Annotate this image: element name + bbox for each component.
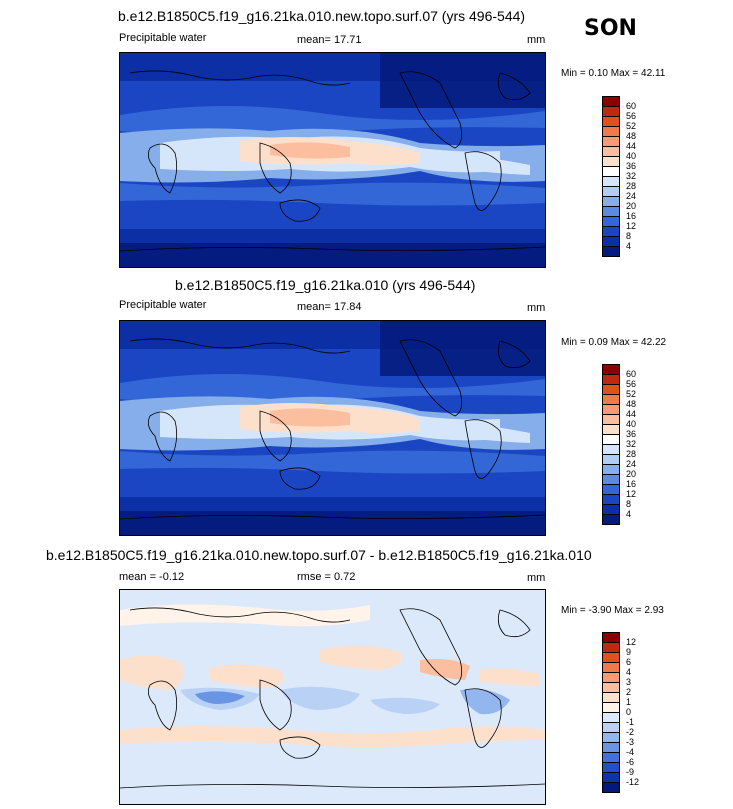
panel2-colorbar-label: 52 xyxy=(626,389,637,399)
panel3-colorbar-label: 1 xyxy=(626,697,632,707)
panel3-colorbar-label: -12 xyxy=(626,777,640,787)
panel3-colorbar-label: -4 xyxy=(626,747,635,757)
panel3-colorbar-label: 2 xyxy=(626,687,632,697)
panel3-colorbar-swatch xyxy=(602,782,620,793)
panel1-colorbar-label: 36 xyxy=(626,161,637,171)
panel1-colorbar-swatch xyxy=(602,246,620,257)
panel1-colorbar-label: 20 xyxy=(626,201,637,211)
panel3-colorbar-label: 0 xyxy=(626,707,632,717)
panel2-colorbar-label: 16 xyxy=(626,479,637,489)
panel2-units: mm xyxy=(527,302,546,314)
panel1-colorbar-label: 16 xyxy=(626,211,637,221)
panel3-colorbar-label: -9 xyxy=(626,767,635,777)
panel3-colorbar-label: 4 xyxy=(626,667,632,677)
panel3-map xyxy=(119,589,546,805)
panel1-colorbar-label: 12 xyxy=(626,221,637,231)
panel2-map xyxy=(119,320,546,536)
panel3-colorbar-label: 9 xyxy=(626,647,632,657)
panel1-minmax: Min = 0.10 Max = 42.11 xyxy=(561,68,666,79)
panel1-colorbar: 60 56 52 48 44 40 36 32 28 24 20 16 12 8 4 xyxy=(602,96,662,266)
panel2-colorbar-label: 20 xyxy=(626,469,637,479)
panel1-colorbar-label: 44 xyxy=(626,141,637,151)
panel1-colorbar-label: 4 xyxy=(626,241,632,251)
panel2-colorbar-label: 28 xyxy=(626,449,637,459)
panel2-colorbar-swatch xyxy=(602,514,620,525)
panel2-colorbar-label: 24 xyxy=(626,459,637,469)
panel1-colorbar-label: 48 xyxy=(626,131,637,141)
panel2-minmax: Min = 0.09 Max = 42.22 xyxy=(561,337,667,348)
panel1-colorbar-label: 60 xyxy=(626,101,637,111)
panel3-rmse: rmse = 0.72 xyxy=(297,571,356,583)
panel2-colorbar: 60 56 52 48 44 40 36 32 28 24 20 16 12 8 4 xyxy=(602,364,662,534)
season-label: SON xyxy=(584,16,637,41)
panel3-colorbar-label: 6 xyxy=(626,657,632,667)
panel1-variable: Precipitable water xyxy=(119,32,207,44)
panel3-colorbar-label: 12 xyxy=(626,637,637,647)
panel2-variable: Precipitable water xyxy=(119,299,207,311)
panel3-mean: mean = -0.12 xyxy=(119,571,185,583)
panel2-colorbar-label: 32 xyxy=(626,439,637,449)
panel2-mean: mean= 17.84 xyxy=(297,301,362,313)
panel2-colorbar-label: 40 xyxy=(626,419,637,429)
panel1-map xyxy=(119,52,546,268)
panel2-colorbar-label: 12 xyxy=(626,489,637,499)
panel1-colorbar-label: 32 xyxy=(626,171,637,181)
panel3-colorbar-label: -6 xyxy=(626,757,635,767)
panel2-colorbar-label: 4 xyxy=(626,509,632,519)
panel1-colorbar-label: 52 xyxy=(626,121,637,131)
panel2-colorbar-label: 8 xyxy=(626,499,632,509)
panel1-title: b.e12.B1850C5.f19_g16.21ka.010.new.topo.… xyxy=(118,8,526,24)
panel2-colorbar-label: 48 xyxy=(626,399,637,409)
panel3-map-svg xyxy=(120,590,545,804)
panel1-mean: mean= 17.71 xyxy=(297,34,362,46)
panel1-units: mm xyxy=(527,34,546,46)
panel2-colorbar-label: 60 xyxy=(626,369,637,379)
panel3-units: mm xyxy=(527,572,546,584)
panel2-colorbar-label: 36 xyxy=(626,429,637,439)
panel1-colorbar-label: 56 xyxy=(626,111,637,121)
panel2-colorbar-label: 44 xyxy=(626,409,637,419)
panel2-title: b.e12.B1850C5.f19_g16.21ka.010 (yrs 496-… xyxy=(175,277,476,293)
panel1-colorbar-label: 8 xyxy=(626,231,632,241)
panel2-map-svg xyxy=(120,321,545,535)
panel3-colorbar-label: -1 xyxy=(626,717,635,727)
panel1-colorbar-label: 40 xyxy=(626,151,637,161)
panel1-colorbar-label: 24 xyxy=(626,191,637,201)
panel3-title: b.e12.B1850C5.f19_g16.21ka.010.new.topo.… xyxy=(46,547,592,563)
panel3-colorbar-label: 3 xyxy=(626,677,632,687)
panel1-colorbar-label: 28 xyxy=(626,181,637,191)
panel3-colorbar-label: -2 xyxy=(626,727,635,737)
panel3-colorbar: 12 9 6 4 3 2 1 0 -1 -2 -3 -4 -6 -9 -12 xyxy=(602,632,662,802)
panel2-colorbar-label: 56 xyxy=(626,379,637,389)
panel3-colorbar-label: -3 xyxy=(626,737,635,747)
panel1-map-svg xyxy=(120,53,545,267)
panel3-minmax: Min = -3.90 Max = 2.93 xyxy=(561,605,664,616)
